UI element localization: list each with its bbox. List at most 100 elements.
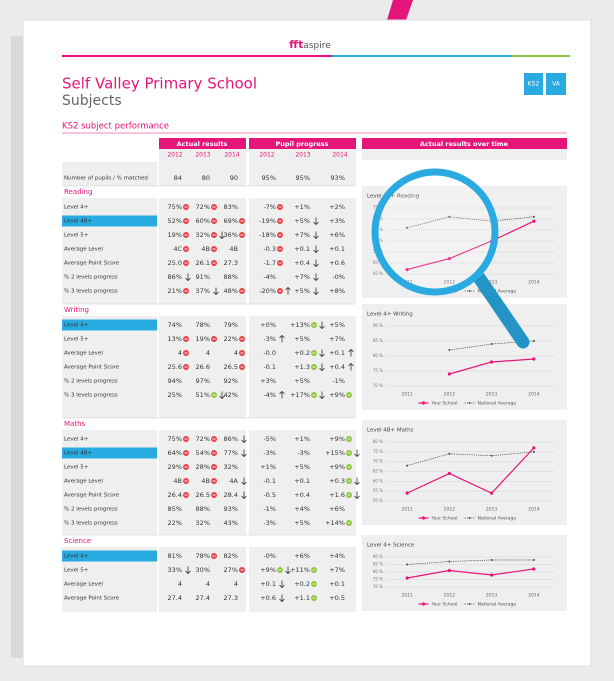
va-button[interactable] [546, 73, 566, 95]
cell-value: 83% [224, 203, 238, 211]
series-point [490, 559, 493, 561]
y-tick-label: 70 % [373, 584, 383, 589]
series-point [490, 491, 494, 495]
cell-value: 95% [262, 174, 276, 182]
cell-value: +0.1 [329, 580, 345, 588]
cell-value: 26.5 [224, 363, 238, 371]
cell-value: 4 [234, 349, 238, 357]
cell-value: 26.1 [196, 259, 210, 267]
cell-value: +0.4 [294, 259, 310, 267]
series-point [448, 349, 451, 351]
cell-value: 36% [224, 231, 238, 239]
status-dot-sign [312, 352, 316, 354]
row-label: Average Level [64, 351, 103, 357]
cell-value: -0.5 [263, 491, 276, 499]
cell-value: 93% [224, 505, 238, 513]
chart-title: Level 4B+ Reading [367, 194, 419, 200]
cell-value: +5% [294, 287, 310, 295]
cell-value: -0.3 [263, 245, 276, 253]
cell-value: -3% [263, 519, 276, 527]
series-point [532, 450, 535, 453]
cell-value: +4% [329, 552, 345, 560]
legend-label: National Average [478, 289, 517, 295]
row-label: Level 4+ [64, 554, 89, 560]
y-tick-label: 75 % [373, 449, 383, 454]
row-label: % 3 levels progress [64, 289, 118, 295]
legend-marker [468, 290, 471, 292]
va-button-label[interactable]: VA [552, 81, 561, 88]
cell-value: 92% [224, 377, 238, 385]
trend-arrow [279, 334, 285, 343]
cell-value: 21% [168, 287, 182, 295]
series-point [406, 563, 409, 566]
cell-value: 30% [196, 566, 210, 574]
ks2-button[interactable] [524, 73, 543, 95]
y-tick-label: 60 % [373, 478, 383, 483]
cell-value: 4 [234, 580, 238, 588]
x-tick-label: 2011 [401, 392, 413, 398]
cell-value: +0.4 [294, 491, 310, 499]
cell-value: -3% [263, 335, 276, 343]
cell-value: +6% [329, 231, 345, 239]
legend-marker [468, 402, 471, 404]
series-point [448, 560, 451, 563]
magnifier [371, 168, 530, 349]
cell-value: 86% [168, 273, 182, 281]
status-dot-sign [278, 290, 282, 292]
series-point [447, 372, 451, 376]
cell-value: +0.2 [294, 580, 310, 588]
series-point [405, 576, 409, 580]
cell-value: +0.4 [329, 363, 345, 371]
row-label: Number of pupils / % matched [64, 176, 148, 182]
cell-value: 27.3 [224, 594, 238, 602]
cell-value: 72% [196, 203, 210, 211]
cell-value: +6% [294, 552, 310, 560]
actual-header [159, 138, 246, 149]
cell-value: +3% [260, 377, 276, 385]
cell-value: 29% [168, 463, 182, 471]
cell-value: +5% [294, 217, 310, 225]
row-label: Average Level [64, 479, 103, 485]
pink-tab [387, 0, 413, 20]
status-dot-sign [278, 206, 282, 208]
series-point [532, 357, 536, 361]
row-label: Average Point Score [64, 261, 120, 267]
legend-marker [421, 516, 426, 520]
cell-value: -1% [332, 377, 345, 385]
cell-value: +9% [329, 463, 345, 471]
ks2-button-label[interactable]: KS2 [528, 81, 540, 88]
status-dot-sign [312, 366, 316, 368]
cell-value: +1% [294, 203, 310, 211]
cell-value: +13% [290, 321, 310, 329]
cell-value: 37% [196, 287, 210, 295]
trend-arrow [285, 286, 291, 295]
cell-value: 75% [168, 435, 182, 443]
cell-value: +14% [325, 519, 345, 527]
logo: fftaspire [289, 38, 331, 51]
over-time-header [362, 138, 567, 149]
status-dot-sign [184, 494, 188, 496]
cell-value: 54% [196, 449, 210, 457]
series-point [405, 268, 409, 272]
chart-panel [362, 304, 567, 410]
status-dot-sign [184, 262, 188, 264]
status-dot-sign [212, 234, 216, 236]
cell-value: 43% [224, 519, 238, 527]
trend-arrow [319, 321, 325, 330]
status-dot-sign [212, 394, 216, 396]
status-dot-sign [184, 220, 188, 222]
status-dot-sign [347, 522, 351, 524]
cell-value: 81% [168, 552, 182, 560]
row-label: Level 4+ [64, 323, 89, 329]
cell-value: 25.0 [168, 259, 182, 267]
cell-value: +9% [329, 391, 345, 399]
row-label: Level 4+ [64, 437, 89, 443]
trend-arrow [185, 273, 191, 282]
cell-value: 60% [196, 217, 210, 225]
cell-value: -0% [332, 273, 345, 281]
series-point [448, 452, 451, 455]
cell-value: -19% [259, 217, 276, 225]
progress-header [249, 138, 356, 149]
y-tick-label: 85 % [373, 562, 383, 567]
